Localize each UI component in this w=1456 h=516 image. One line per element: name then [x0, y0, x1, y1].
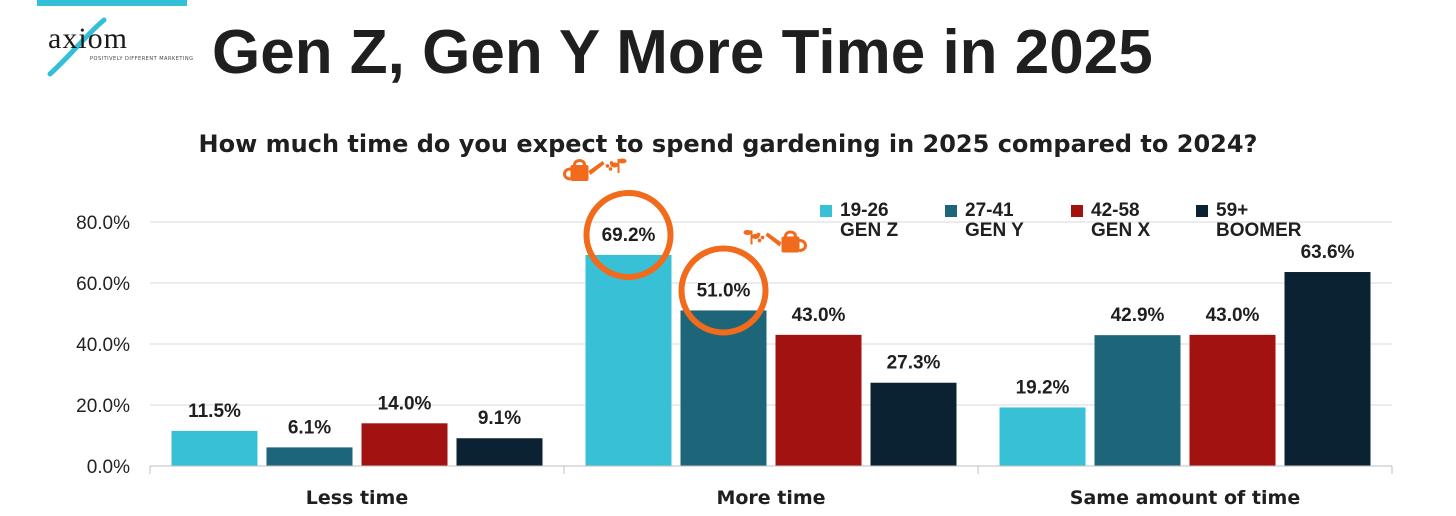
data-label: 63.6% [1301, 242, 1355, 263]
bar [870, 382, 957, 466]
logo-swoosh-icon [47, 17, 107, 77]
bar [999, 407, 1086, 466]
legend-swatch [945, 205, 957, 217]
bar [266, 447, 353, 466]
bar [1094, 335, 1181, 466]
data-label: 19.2% [1016, 377, 1070, 398]
page-title: Gen Z, Gen Y More Time in 2025 [212, 18, 1153, 87]
data-label: 9.1% [478, 408, 521, 429]
x-category-label: Less time [306, 487, 409, 509]
chart-subtitle: How much time do you expect to spend gar… [198, 130, 1258, 158]
axes: 0.0% 20.0% 40.0% 60.0% 80.0% Less time More ti… [76, 213, 1393, 509]
y-tick-label: 80.0% [76, 213, 130, 234]
bars [171, 254, 1371, 466]
x-category-label: Same amount of time [1070, 487, 1300, 509]
data-label: 69.2% [602, 225, 656, 246]
bar [585, 254, 672, 466]
data-label: 42.9% [1111, 305, 1165, 326]
legend-range: 19-26 [840, 200, 889, 221]
logo-tagline: POSITIVELY DIFFERENT MARKETING [90, 56, 194, 62]
accent-strip [37, 0, 187, 6]
legend-gen: GEN Z [840, 220, 899, 241]
legend-gen: GEN Y [965, 220, 1024, 241]
legend-gen: GEN X [1091, 220, 1151, 241]
watering-can-icon [563, 158, 627, 181]
bar [361, 423, 448, 466]
legend-swatch [1071, 205, 1083, 217]
x-category-label: More time [716, 487, 825, 509]
bar [171, 430, 258, 466]
y-tick-label: 20.0% [76, 396, 130, 417]
bar [456, 438, 543, 466]
bar [680, 310, 767, 466]
data-label: 6.1% [288, 417, 331, 438]
data-label: 11.5% [188, 401, 241, 422]
legend-gen: BOOMER [1216, 220, 1302, 241]
data-label: 51.0% [697, 280, 751, 301]
legend-range: 42-58 [1091, 200, 1140, 221]
highlight-circle [583, 189, 674, 280]
data-label: 14.0% [378, 393, 432, 414]
legend-range: 27-41 [965, 200, 1014, 221]
logo-wordmark: axiom [48, 22, 128, 55]
highlight-decorations [563, 158, 807, 336]
bar [775, 334, 862, 466]
y-tick-label: 0.0% [87, 457, 130, 478]
data-label: 43.0% [792, 305, 846, 326]
legend-swatch [1196, 205, 1208, 217]
axiom-logo: axiom POSITIVELY DIFFERENT MARKETING [42, 14, 194, 84]
grid-lines [150, 221, 1392, 406]
legend-range: 59+ [1216, 200, 1249, 221]
data-label: 43.0% [1206, 305, 1260, 326]
highlight-circle [678, 245, 769, 336]
bar [1189, 334, 1276, 466]
y-tick-label: 60.0% [76, 274, 130, 295]
bar [1284, 272, 1371, 466]
legend-swatch [820, 205, 832, 217]
watering-can-icon [743, 229, 807, 253]
data-label: 27.3% [887, 353, 941, 374]
y-tick-label: 40.0% [76, 335, 130, 356]
data-labels: 11.5% 6.1% 14.0% 9.1% 69.2% 51.0% 43.0% 27.3% 19… [188, 225, 1354, 438]
